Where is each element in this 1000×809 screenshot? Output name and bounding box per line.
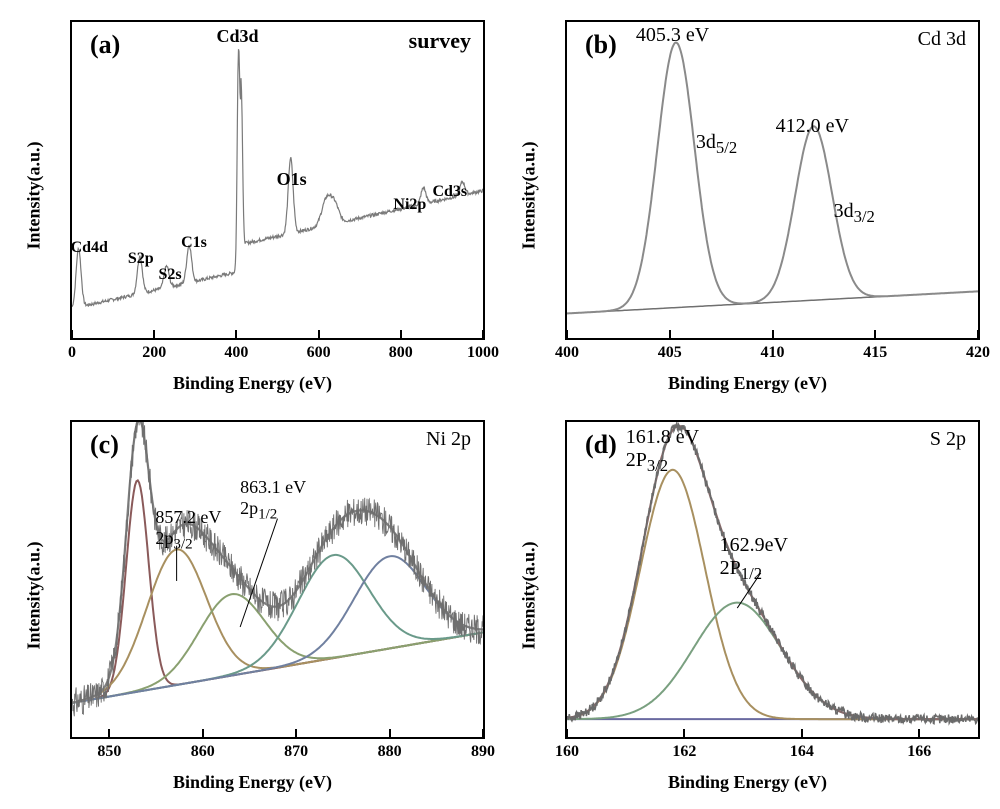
xtick-label: 0: [68, 344, 76, 362]
xtick-label: 400: [224, 344, 248, 362]
panel-c: (c) Ni 2p 857.2 eV2p3/2 863.1 eV2p1/2 850 8…: [10, 410, 495, 800]
panel-title-b: Cd 3d: [918, 28, 966, 51]
plot-area-c: (c) Ni 2p 857.2 eV2p3/2863.1 eV2p1/28508…: [70, 420, 485, 740]
panel-letter-c: (c): [90, 430, 119, 460]
panel-d: (d) S 2p 161.8 eV2P3/2 162.9eV2P1/2 160 162…: [505, 410, 990, 800]
ylabel-a: Intensity(a.u.): [24, 142, 45, 250]
panel-title-a: survey: [409, 28, 471, 54]
panel-b: (b) Cd 3d 405.3 eV 3d5/2 412.0 eV 3d3/2 400 4…: [505, 10, 990, 400]
peak-energy-label: 412.0 eV: [776, 115, 849, 138]
xtick-label: 880: [378, 743, 402, 761]
peak-label: Cd4d: [71, 239, 108, 257]
peak-label: Ni2p: [393, 196, 426, 214]
peak-label: S2p: [128, 250, 154, 268]
panel-a: (a) survey Cd4d S2p S2s C1s Cd3d O1s Ni2p Cd3s 0…: [10, 10, 495, 400]
ylabel-b: Intensity(a.u.): [519, 142, 540, 250]
xtick-label: 410: [761, 344, 785, 362]
ylabel-c: Intensity(a.u.): [24, 541, 45, 649]
xtick-label: 870: [284, 743, 308, 761]
xlabel-c: Binding Energy (eV): [173, 772, 332, 793]
xtick-label: 162: [672, 743, 696, 761]
xtick-label: 200: [142, 344, 166, 362]
xtick-label: 890: [471, 743, 495, 761]
panel-title-d: S 2p: [930, 428, 966, 451]
xtick-label: 415: [863, 344, 887, 362]
xtick-label: 400: [555, 344, 579, 362]
ylabel-d: Intensity(a.u.): [519, 541, 540, 649]
plot-area-b: (b) Cd 3d 405.3 eV3d5/2412.0 eV3d3/24004…: [565, 20, 980, 340]
panel-letter-d: (d): [585, 430, 617, 460]
xtick-label: 600: [307, 344, 331, 362]
peak-orbital-label: 3d3/2: [834, 200, 875, 227]
xlabel-a: Binding Energy (eV): [173, 373, 332, 394]
xtick-label: 160: [555, 743, 579, 761]
xtick-label: 800: [389, 344, 413, 362]
plot-area-d: (d) S 2p 161.8 eV2P3/2162.9eV2P1/2160162…: [565, 420, 980, 740]
panel-letter-a: (a): [90, 30, 120, 60]
peak-label: S2s: [159, 266, 182, 284]
peak-label: Cd3d: [216, 26, 258, 47]
peak-label: Cd3s: [432, 183, 467, 201]
peak-annotation: 857.2 eV2p3/2: [155, 507, 221, 554]
peak-annotation: 863.1 eV2p1/2: [240, 477, 306, 524]
xtick-label: 1000: [467, 344, 499, 362]
panel-title-c: Ni 2p: [426, 428, 471, 451]
peak-label: O1s: [277, 169, 307, 190]
peak-energy-label: 405.3 eV: [636, 24, 709, 47]
xtick-label: 164: [790, 743, 814, 761]
xtick-label: 860: [191, 743, 215, 761]
peak-label: C1s: [181, 234, 207, 252]
peak-orbital-label: 3d5/2: [696, 131, 737, 158]
plot-area-a: (a) survey Cd4dS2pS2sC1sCd3dO1sNi2pCd3s0…: [70, 20, 485, 340]
xtick-label: 166: [907, 743, 931, 761]
panel-letter-b: (b): [585, 30, 617, 60]
figure-grid: (a) survey Cd4d S2p S2s C1s Cd3d O1s Ni2p Cd3s 0…: [10, 10, 990, 799]
xtick-label: 405: [658, 344, 682, 362]
xlabel-d: Binding Energy (eV): [668, 772, 827, 793]
xlabel-b: Binding Energy (eV): [668, 373, 827, 394]
peak-annotation: 162.9eV2P1/2: [720, 534, 788, 584]
peak-annotation: 161.8 eV2P3/2: [626, 426, 699, 476]
xtick-label: 850: [97, 743, 121, 761]
xtick-label: 420: [966, 344, 990, 362]
